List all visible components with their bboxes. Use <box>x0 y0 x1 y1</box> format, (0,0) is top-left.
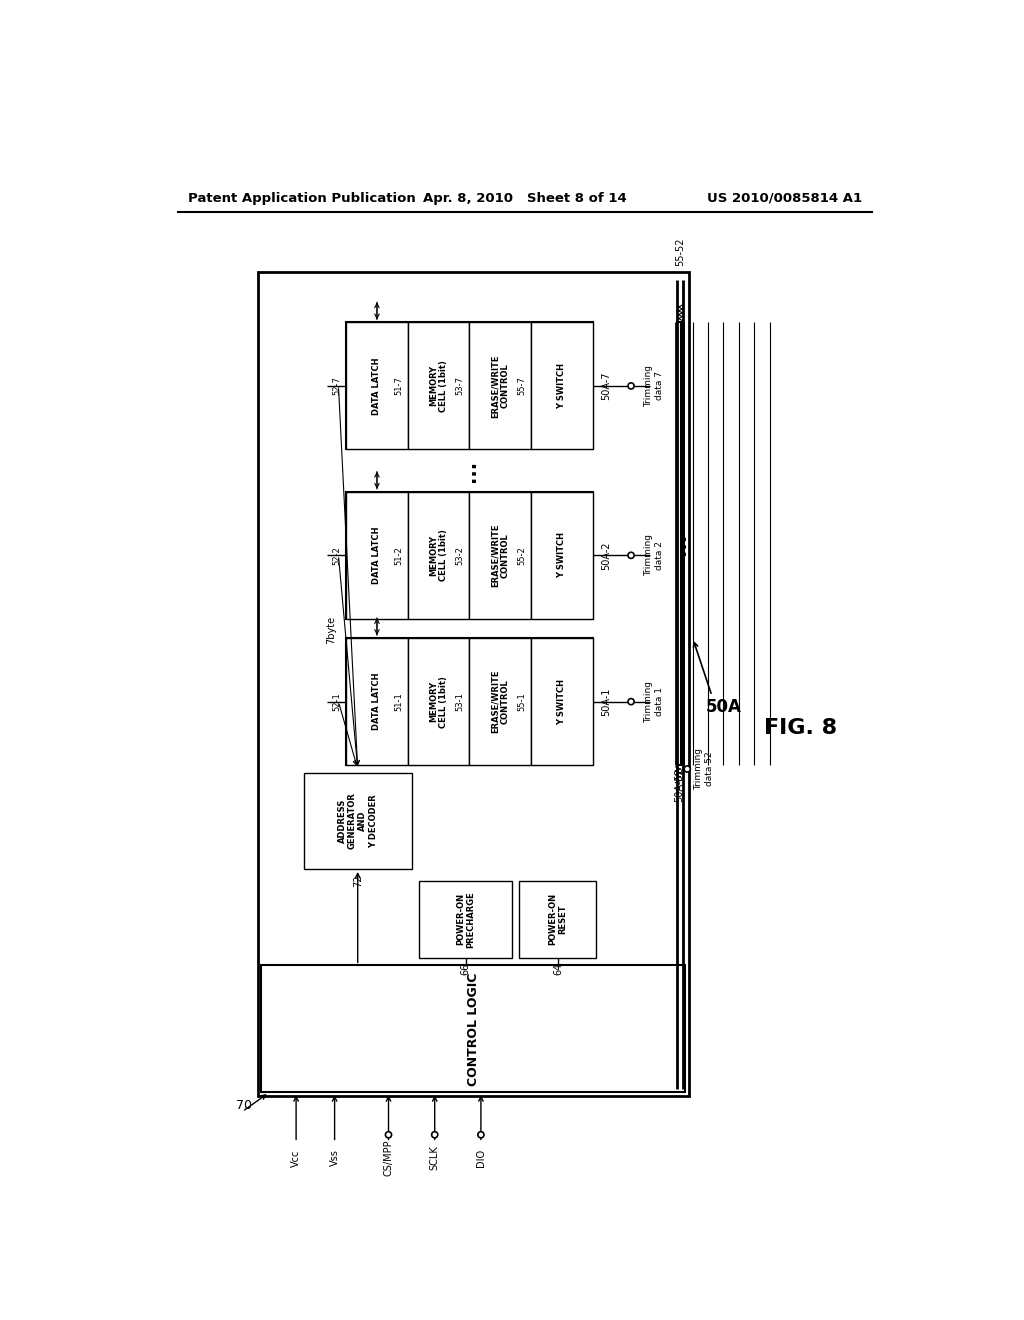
Text: 72: 72 <box>352 874 362 887</box>
Text: ERASE/WRITE
CONTROL: ERASE/WRITE CONTROL <box>490 669 510 734</box>
Text: Vss: Vss <box>330 1150 340 1167</box>
Text: POWER-ON
PRECHARGE: POWER-ON PRECHARGE <box>456 891 475 948</box>
Bar <box>346 638 408 766</box>
Text: SCLK: SCLK <box>430 1146 439 1171</box>
Text: 50A: 50A <box>706 698 741 717</box>
Text: Trimming
data 2: Trimming data 2 <box>644 535 664 577</box>
Text: 51-2: 51-2 <box>394 546 403 565</box>
Bar <box>519 880 596 958</box>
Text: ...: ... <box>460 459 479 482</box>
Text: 70: 70 <box>236 1100 252 1111</box>
Text: MEMORY
CELL (1bit): MEMORY CELL (1bit) <box>429 676 449 727</box>
Bar <box>258 272 689 1096</box>
Bar <box>419 880 512 958</box>
Text: DATA LATCH: DATA LATCH <box>373 673 382 730</box>
Text: 7byte: 7byte <box>326 616 336 644</box>
Text: 50A-1: 50A-1 <box>601 688 611 715</box>
Text: Patent Application Publication: Patent Application Publication <box>188 191 416 205</box>
Text: Y SWITCH: Y SWITCH <box>557 532 566 578</box>
Text: Apr. 8, 2010   Sheet 8 of 14: Apr. 8, 2010 Sheet 8 of 14 <box>423 191 627 205</box>
Text: Trimming
data 7: Trimming data 7 <box>644 364 664 407</box>
Text: MEMORY
CELL (1bit): MEMORY CELL (1bit) <box>429 529 449 581</box>
Bar <box>346 322 593 449</box>
Bar <box>346 492 408 619</box>
Bar <box>677 322 681 766</box>
Text: DATA LATCH: DATA LATCH <box>373 358 382 414</box>
Bar <box>531 492 593 619</box>
Circle shape <box>628 698 634 705</box>
Text: 66: 66 <box>461 964 470 975</box>
Bar <box>408 492 469 619</box>
Text: 55-52: 55-52 <box>676 238 685 267</box>
Text: ADDRESS
GENERATOR
AND
Y DECODER: ADDRESS GENERATOR AND Y DECODER <box>338 792 378 850</box>
Circle shape <box>628 552 634 558</box>
Bar <box>469 638 531 766</box>
Circle shape <box>432 1131 438 1138</box>
Text: ...: ... <box>670 533 689 554</box>
Text: ERASE/WRITE
CONTROL: ERASE/WRITE CONTROL <box>490 524 510 587</box>
Text: 53-7: 53-7 <box>456 376 465 396</box>
Bar <box>346 322 408 449</box>
Text: 50A-7: 50A-7 <box>601 372 611 400</box>
Text: Vcc: Vcc <box>291 1150 301 1167</box>
Text: POWER-ON
RESET: POWER-ON RESET <box>548 894 567 945</box>
Text: 55-1: 55-1 <box>517 692 526 711</box>
Text: CONTROL LOGIC: CONTROL LOGIC <box>467 973 479 1085</box>
Text: Trimming
data 52: Trimming data 52 <box>694 748 714 789</box>
Bar <box>261 965 685 1093</box>
Text: 55-2: 55-2 <box>517 546 526 565</box>
Text: 52-1: 52-1 <box>333 692 341 711</box>
Text: US 2010/0085814 A1: US 2010/0085814 A1 <box>707 191 862 205</box>
Bar <box>304 774 412 869</box>
Text: 52-7: 52-7 <box>333 376 341 396</box>
Bar <box>531 322 593 449</box>
Text: Trimming
data 1: Trimming data 1 <box>644 681 664 722</box>
Text: 50A-52: 50A-52 <box>674 767 684 801</box>
Circle shape <box>478 1131 484 1138</box>
Bar <box>408 322 469 449</box>
Text: 53-2: 53-2 <box>456 546 465 565</box>
Text: 52-2: 52-2 <box>333 546 341 565</box>
Bar <box>469 322 531 449</box>
Bar <box>531 638 593 766</box>
Circle shape <box>684 766 690 772</box>
Text: 55-7: 55-7 <box>517 376 526 396</box>
Bar <box>408 638 469 766</box>
Circle shape <box>628 383 634 389</box>
Text: 50A-2: 50A-2 <box>601 541 611 570</box>
Text: 51-7: 51-7 <box>394 376 403 396</box>
Circle shape <box>385 1131 391 1138</box>
Bar <box>346 492 593 619</box>
Bar <box>469 492 531 619</box>
Text: Y SWITCH: Y SWITCH <box>557 363 566 409</box>
Text: ERASE/WRITE
CONTROL: ERASE/WRITE CONTROL <box>490 354 510 417</box>
Bar <box>346 638 593 766</box>
Text: CS/MPP: CS/MPP <box>384 1139 393 1176</box>
Text: Y SWITCH: Y SWITCH <box>557 678 566 725</box>
Text: 51-1: 51-1 <box>394 692 403 711</box>
Text: 53-1: 53-1 <box>456 692 465 711</box>
Text: 64: 64 <box>553 964 563 975</box>
Text: MEMORY
CELL (1bit): MEMORY CELL (1bit) <box>429 360 449 412</box>
Text: FIG. 8: FIG. 8 <box>764 718 837 738</box>
Text: DIO: DIO <box>476 1148 486 1167</box>
Text: DATA LATCH: DATA LATCH <box>373 527 382 583</box>
